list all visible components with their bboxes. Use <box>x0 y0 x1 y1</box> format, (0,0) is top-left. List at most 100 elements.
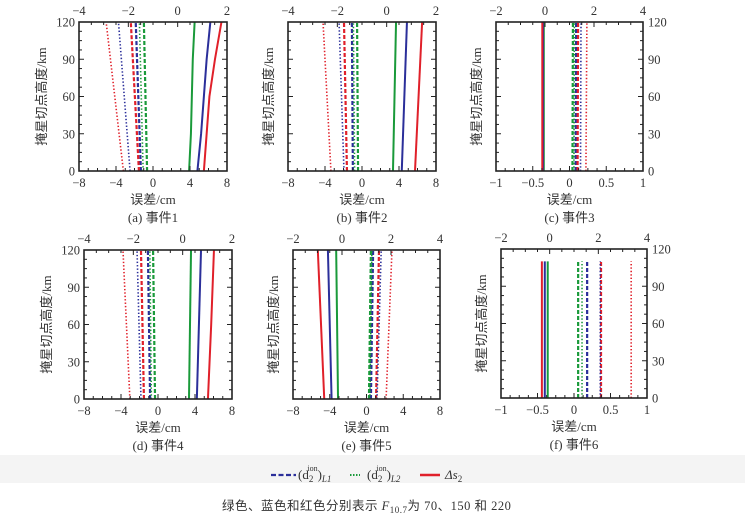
panel-caption: (c) 事件3 <box>544 210 594 225</box>
series-line-dotted-blue <box>338 21 345 172</box>
series-line-solid-red <box>316 249 326 400</box>
series-line-dashed-red <box>374 249 381 400</box>
y-tick-label: 60 <box>648 90 661 104</box>
series-group <box>105 21 223 172</box>
y-axis-title: 掩星切点高度/km <box>34 47 49 145</box>
panel-caption: (b) 事件2 <box>337 210 388 225</box>
x-top-tick-label: −4 <box>72 4 86 18</box>
y-tick-label: 0 <box>648 165 654 179</box>
series-line-dashed-red <box>129 21 141 172</box>
series-line-dashed-blue <box>134 21 143 172</box>
x-bottom-tick-label: 0 <box>363 404 369 418</box>
legend-label: (d2ion)L2 <box>367 464 401 484</box>
series-line-dashed-green <box>151 249 157 400</box>
y-tick-label: 90 <box>652 280 665 294</box>
series-line-dotted-red <box>122 249 131 400</box>
panel-a: −8 −4 0 4 8 −4 −2 0 2 0 30 60 90 120 掩星切点高度/km 误差/cm (a)… <box>34 4 230 225</box>
y-tick-label: 0 <box>652 392 658 406</box>
x-top-tick-label: 4 <box>640 4 647 18</box>
x-top-tick-label: 2 <box>433 4 439 18</box>
x-bottom-tick-label: 0 <box>359 176 365 190</box>
x-top-tick-label: −2 <box>331 4 344 18</box>
series-group <box>316 249 393 400</box>
x-bottom-tick-label: 1 <box>644 403 650 417</box>
x-bottom-tick-label: 4 <box>396 176 403 190</box>
x-bottom-tick-label: −8 <box>281 176 294 190</box>
legend-item-d2ion-L1: (d2ion)L1 <box>271 464 331 484</box>
x-bottom-tick-label: 8 <box>224 176 230 190</box>
series-line-solid-red <box>202 21 223 172</box>
y-tick-label: 30 <box>63 127 76 141</box>
x-axis-title: 误差/cm <box>135 420 181 435</box>
panel-e: −8 −4 0 4 8 −2 0 2 4 掩星切点高度/km 误差/cm (e) 事件5 <box>266 232 444 453</box>
x-top-tick-label: 2 <box>229 232 235 246</box>
x-bottom-tick-label: −4 <box>109 176 123 190</box>
x-bottom-tick-label: −1 <box>489 176 502 190</box>
series-line-dashed-green <box>142 21 149 172</box>
y-tick-label: 30 <box>68 355 81 369</box>
series-group <box>540 261 632 398</box>
plot-frame <box>292 249 441 400</box>
series-line-solid-green <box>187 249 193 400</box>
y-tick-label: 90 <box>68 281 81 295</box>
y-tick-label: 120 <box>61 244 80 258</box>
y-tick-label: 60 <box>652 317 665 331</box>
x-bottom-tick-label: 0 <box>571 403 577 417</box>
x-top-tick-label: 0 <box>339 232 345 246</box>
x-top-tick-label: 2 <box>388 232 394 246</box>
legend-background <box>0 455 745 483</box>
y-axis-title: 掩星切点高度/km <box>474 274 489 372</box>
series-line-dashed-green <box>355 21 360 172</box>
y-tick-label: 120 <box>648 16 667 30</box>
y-tick-label: 0 <box>74 393 80 407</box>
x-bottom-tick-label: 8 <box>433 176 439 190</box>
panel-caption: (d) 事件4 <box>133 438 184 453</box>
series-line-solid-red <box>414 21 424 172</box>
panel-c: −1 −0.5 0 0.5 1 −2 0 2 4 0 30 60 90 120 掩星切点高度/km 误差/cm… <box>469 4 667 225</box>
x-bottom-tick-label: 0 <box>566 176 572 190</box>
series-line-dotted-green <box>138 21 144 172</box>
series-line-solid-green <box>188 21 196 172</box>
x-bottom-tick-label: −8 <box>77 404 90 418</box>
y-tick-label: 90 <box>648 53 661 67</box>
y-axis-title: 掩星切点高度/km <box>39 275 54 373</box>
x-top-tick-label: 2 <box>591 4 597 18</box>
x-top-tick-label: −2 <box>127 232 140 246</box>
series-line-dashed-blue <box>350 21 354 172</box>
x-bottom-tick-label: 4 <box>187 176 194 190</box>
x-top-tick-label: 0 <box>542 4 548 18</box>
series-line-dotted-red <box>105 21 125 172</box>
series-line-dashed-green <box>367 249 373 400</box>
x-bottom-tick-label: 0.5 <box>603 403 619 417</box>
series-line-dotted-green <box>369 249 373 400</box>
series-line-solid-red <box>206 249 215 400</box>
x-bottom-tick-label: −8 <box>72 176 85 190</box>
plot-frame <box>495 21 644 172</box>
series-line-solid-blue <box>196 21 212 172</box>
x-bottom-tick-label: 1 <box>640 176 646 190</box>
x-top-tick-label: 2 <box>224 4 230 18</box>
series-group <box>322 21 424 172</box>
x-top-tick-label: 4 <box>644 231 651 245</box>
series-line-dotted-red <box>585 21 588 172</box>
series-line-dotted-red <box>385 249 393 400</box>
x-bottom-tick-label: −0.5 <box>521 176 544 190</box>
x-bottom-tick-label: −4 <box>114 404 128 418</box>
series-line-dashed-blue <box>369 249 375 400</box>
x-axis-title: 误差/cm <box>130 192 176 207</box>
series-line-solid-green <box>335 249 340 400</box>
x-top-tick-label: 0 <box>547 231 553 245</box>
figure-caption: 绿色、蓝色和红色分别表示 F10.7为 70、150 和 220 <box>222 498 511 515</box>
y-tick-label: 120 <box>652 243 671 257</box>
x-top-tick-label: 0 <box>384 4 390 18</box>
x-bottom-tick-label: 8 <box>229 404 235 418</box>
series-line-solid-blue <box>326 249 333 400</box>
x-bottom-tick-label: −1 <box>494 403 507 417</box>
series-line-dotted-green <box>352 21 356 172</box>
legend-label: (d2ion)L1 <box>298 464 331 484</box>
y-tick-label: 60 <box>68 318 81 332</box>
x-top-tick-label: −4 <box>281 4 295 18</box>
panel-caption: (f) 事件6 <box>550 437 599 452</box>
plot-frame <box>500 248 648 399</box>
series-line-dotted-green <box>149 249 153 400</box>
